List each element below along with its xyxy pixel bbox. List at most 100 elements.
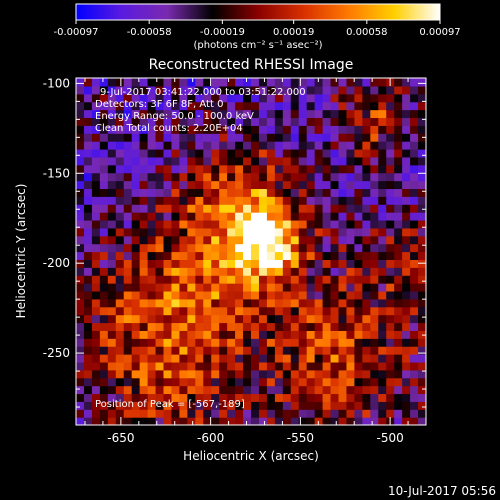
- heatmap-cell: [219, 361, 228, 371]
- heatmap-cell: [123, 117, 133, 126]
- heatmap-cell: [171, 180, 181, 190]
- heatmap-cell: [76, 361, 85, 371]
- heatmap-cell: [362, 101, 371, 111]
- heatmap-cell: [107, 330, 117, 339]
- heatmap-cell: [330, 346, 340, 355]
- heatmap-cell: [155, 212, 165, 221]
- x-tick-label: -650: [107, 431, 134, 445]
- heatmap-cell: [394, 267, 403, 276]
- heatmap-cell: [274, 401, 284, 410]
- heatmap-cell: [187, 109, 196, 119]
- heatmap-cell: [354, 219, 363, 229]
- heatmap-cell: [346, 346, 356, 355]
- heatmap-cell: [386, 354, 395, 363]
- heatmap-cell: [410, 346, 419, 355]
- heatmap-cell: [83, 219, 93, 229]
- heatmap-cell: [346, 164, 356, 174]
- heatmap-cell: [362, 283, 371, 292]
- heatmap-cell: [76, 369, 85, 379]
- heatmap-cell: [298, 267, 308, 276]
- heatmap-cell: [410, 196, 419, 205]
- heatmap-cell: [354, 141, 363, 150]
- heatmap-cell: [171, 109, 181, 119]
- heatmap-cell: [99, 164, 109, 174]
- heatmap-cell: [187, 219, 196, 229]
- heatmap-cell: [282, 235, 292, 245]
- heatmap-cell: [346, 385, 356, 395]
- heatmap-cell: [91, 338, 101, 347]
- heatmap-cell: [362, 369, 371, 379]
- heatmap-cell: [195, 251, 204, 260]
- heatmap-cell: [187, 322, 196, 331]
- heatmap-cell: [203, 164, 212, 174]
- heatmap-cell: [179, 338, 188, 347]
- heatmap-cell: [314, 141, 324, 150]
- heatmap-cell: [91, 235, 101, 245]
- heatmap-cell: [171, 330, 181, 339]
- heatmap-cell: [107, 85, 117, 95]
- heatmap-cell: [274, 180, 284, 190]
- heatmap-cell: [274, 212, 284, 221]
- heatmap-cell: [354, 298, 363, 308]
- heatmap-cell: [107, 401, 117, 410]
- heatmap-cell: [91, 78, 101, 87]
- heatmap-cell: [123, 409, 133, 418]
- heatmap-cell: [227, 133, 236, 142]
- heatmap-cell: [195, 338, 204, 347]
- heatmap-cell: [235, 346, 244, 355]
- heatmap-cell: [163, 148, 173, 158]
- heatmap-cell: [131, 251, 141, 260]
- heatmap-cell: [298, 369, 308, 379]
- heatmap-cell: [139, 393, 149, 402]
- heatmap-cell: [306, 267, 316, 276]
- heatmap-cell: [155, 235, 165, 245]
- heatmap-cell: [386, 212, 395, 221]
- heatmap-cell: [258, 314, 268, 324]
- heatmap-cell: [131, 235, 141, 245]
- heatmap-cell: [195, 298, 204, 308]
- heatmap-cell: [139, 251, 149, 260]
- heatmap-cell: [99, 290, 109, 300]
- heatmap-cell: [402, 267, 411, 276]
- heatmap-cell: [251, 409, 260, 418]
- heatmap-cell: [235, 172, 244, 182]
- heatmap-cell: [394, 109, 403, 119]
- heatmap-cell: [131, 275, 141, 284]
- heatmap-cell: [219, 251, 228, 260]
- heatmap-cell: [322, 275, 332, 284]
- heatmap-cell: [394, 125, 403, 134]
- heatmap-cell: [251, 361, 260, 371]
- heatmap-cell: [258, 219, 268, 229]
- heatmap-cell: [386, 101, 395, 111]
- heatmap-cell: [179, 164, 188, 174]
- heatmap-cell: [298, 78, 308, 87]
- heatmap-cell: [139, 164, 149, 174]
- heatmap-cell: [131, 338, 141, 347]
- heatmap-cell: [211, 314, 220, 324]
- heatmap-cell: [131, 306, 141, 316]
- heatmap-cell: [91, 314, 101, 324]
- heatmap-cell: [179, 85, 188, 95]
- heatmap-cell: [251, 148, 260, 158]
- heatmap-cell: [378, 212, 387, 221]
- heatmap-cell: [394, 204, 403, 213]
- heatmap-cell: [83, 133, 93, 142]
- heatmap-cell: [139, 148, 149, 158]
- heatmap-cell: [139, 298, 149, 308]
- heatmap-cell: [155, 346, 165, 355]
- heatmap-cell: [131, 164, 141, 174]
- heatmap-cell: [219, 290, 228, 300]
- heatmap-cell: [99, 180, 109, 190]
- heatmap-cell: [107, 298, 117, 308]
- heatmap-cell: [330, 133, 340, 142]
- heatmap-cell: [163, 298, 173, 308]
- heatmap-cell: [243, 393, 252, 402]
- heatmap-cell: [99, 172, 109, 182]
- heatmap-cell: [195, 354, 204, 363]
- heatmap-cell: [147, 180, 157, 190]
- heatmap-cell: [211, 109, 220, 119]
- heatmap-cell: [115, 290, 125, 300]
- heatmap-cell: [195, 125, 204, 134]
- heatmap-cells: [76, 78, 426, 425]
- heatmap-cell: [370, 141, 379, 150]
